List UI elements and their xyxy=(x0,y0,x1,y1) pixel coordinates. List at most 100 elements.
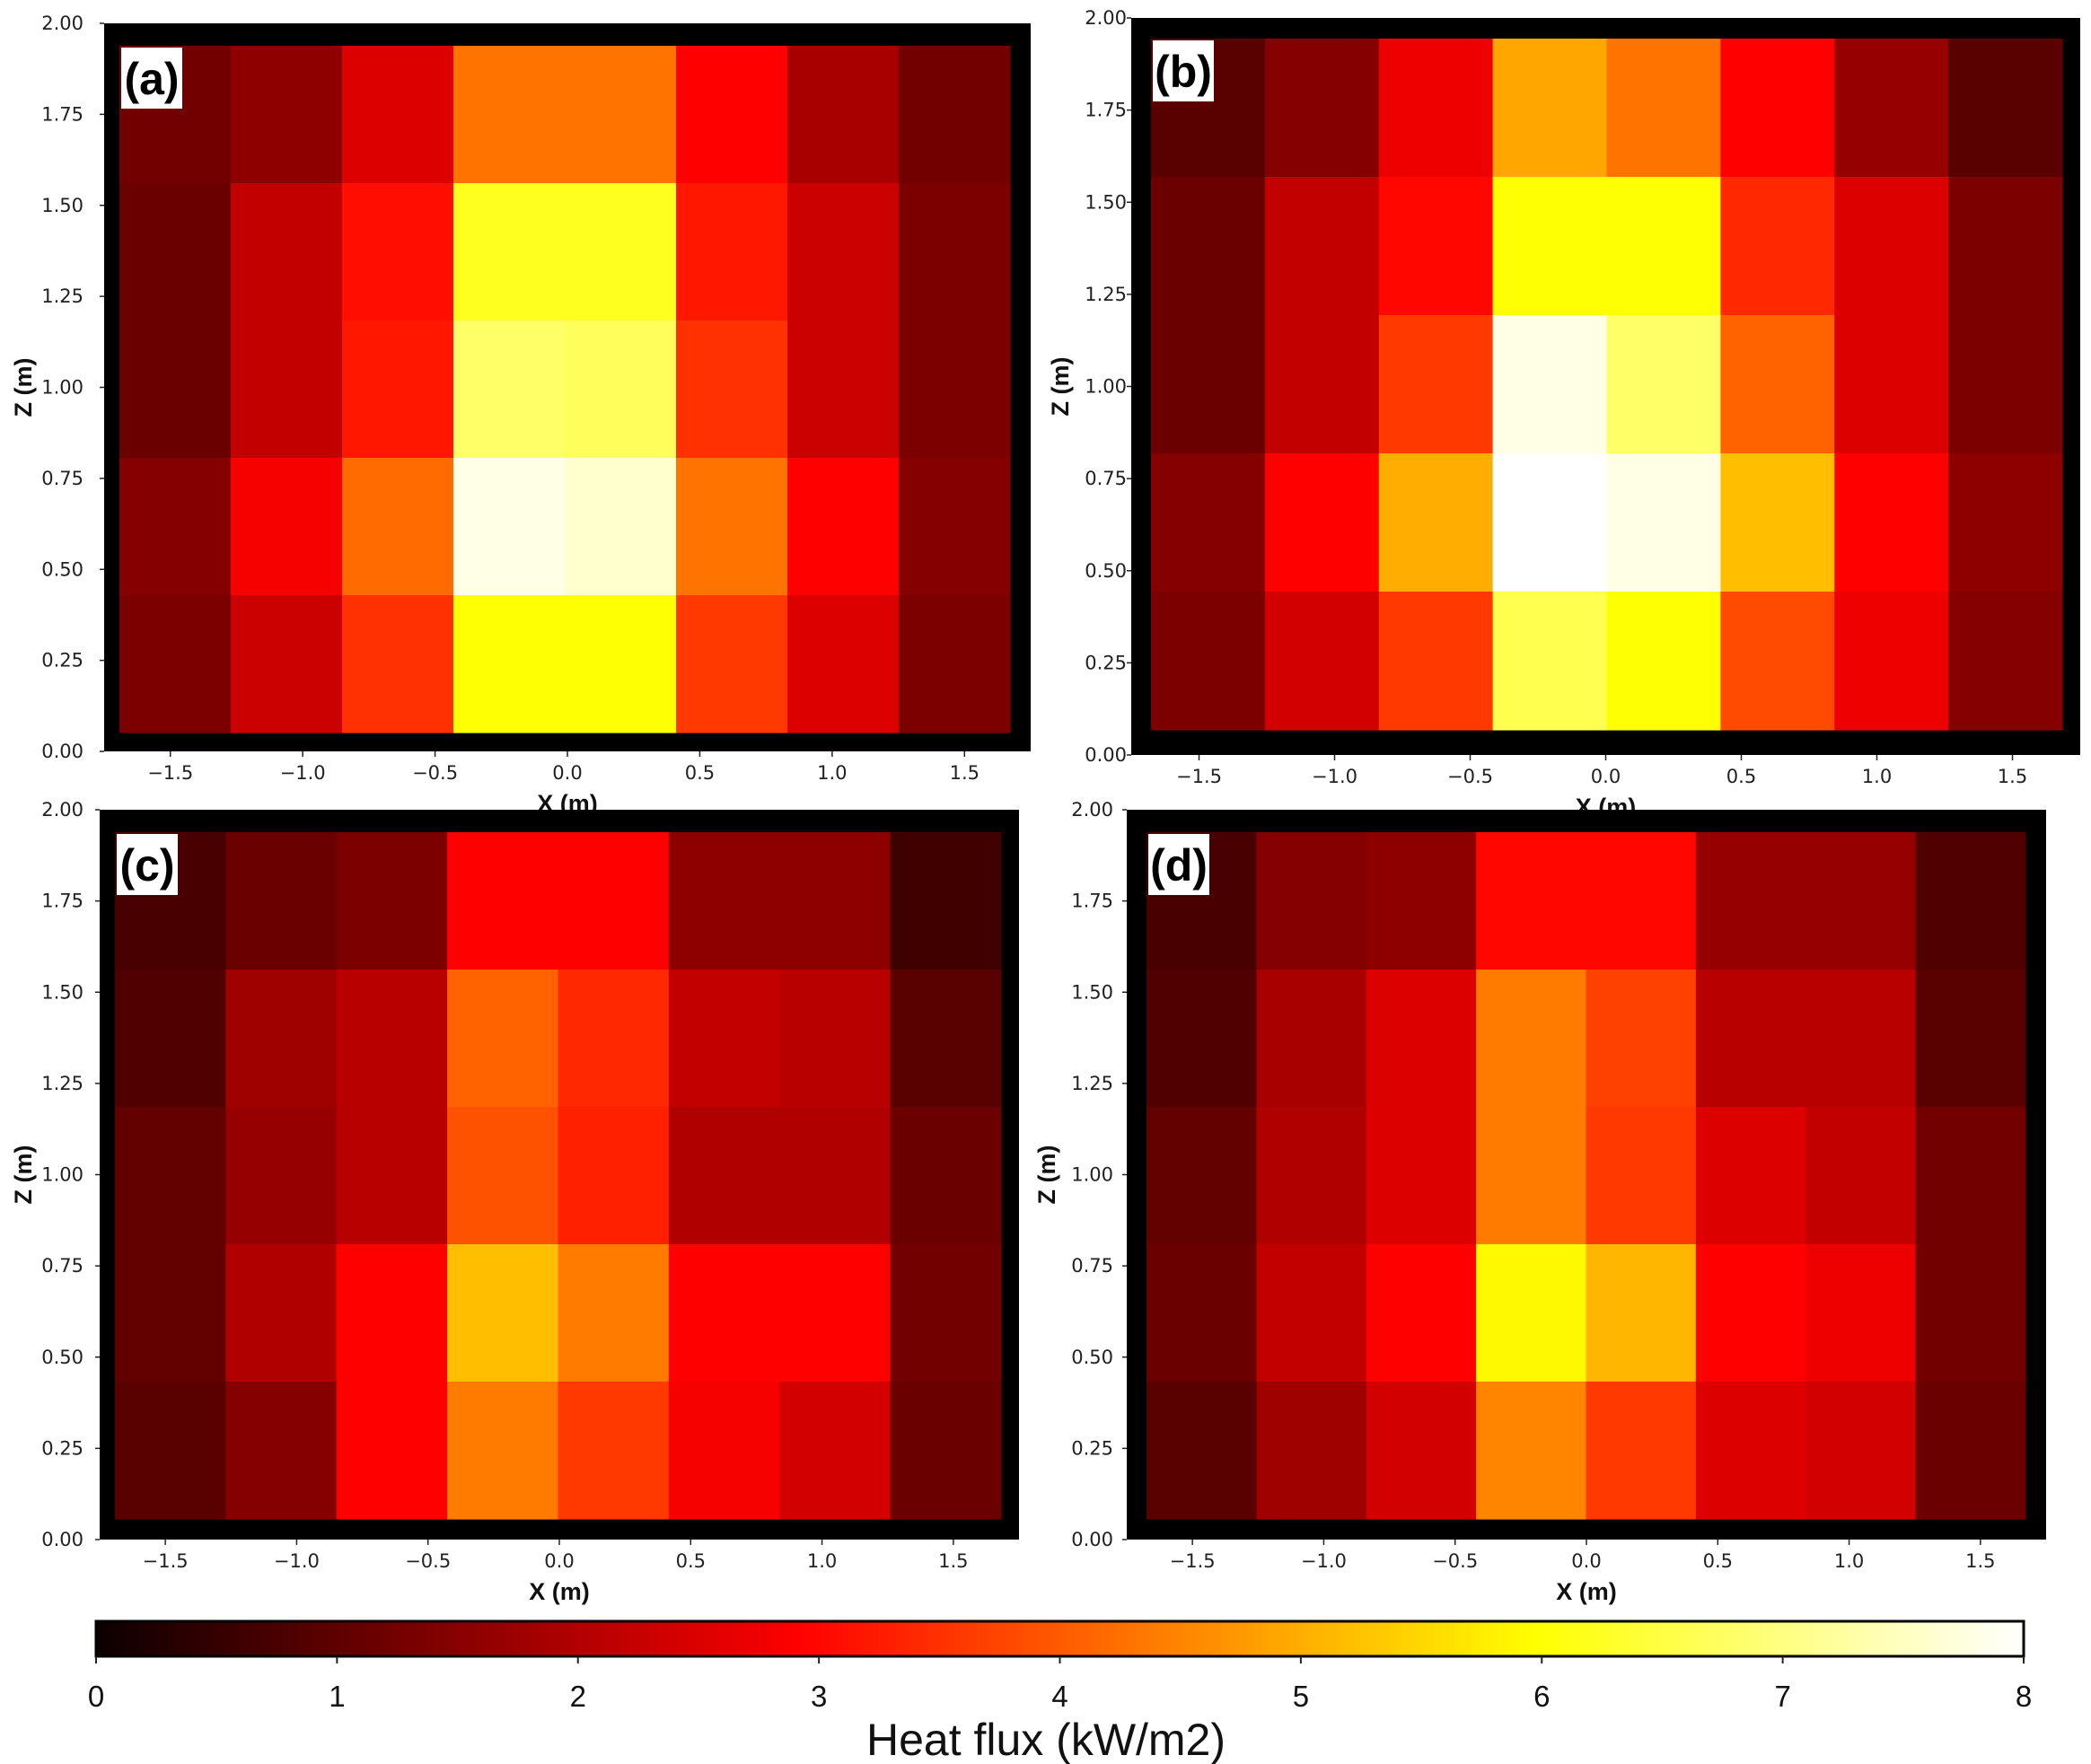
x-tick-label: 0.0 xyxy=(552,762,582,784)
heatmap-cell xyxy=(1492,592,1608,731)
heatmap-cell xyxy=(336,970,448,1108)
heatmap-cell xyxy=(1915,1382,2026,1520)
heatmap-cell xyxy=(1695,832,1806,970)
heatmap-cell xyxy=(115,1382,226,1520)
heatmap-cell xyxy=(336,1107,448,1245)
heatmap-cell xyxy=(1586,1382,1697,1520)
heatmap-cell xyxy=(890,970,1002,1108)
heatmap-cell xyxy=(1695,1244,1806,1382)
heatmap-cell xyxy=(1476,832,1587,970)
heatmap-cell xyxy=(1805,1244,1917,1382)
heatmap-cell xyxy=(787,320,900,459)
heatmap-cell xyxy=(1476,1107,1587,1245)
heatmap-cell xyxy=(1147,970,1257,1108)
heatmap-cell xyxy=(447,970,559,1108)
y-tick-label: 0.50 xyxy=(41,1347,83,1368)
heatmap-cell xyxy=(1948,315,2063,454)
heatmap-cell xyxy=(1948,177,2063,316)
y-tick-label: 0.00 xyxy=(41,1529,83,1550)
heatmap-cell xyxy=(899,458,1011,596)
heatmap-cell xyxy=(231,183,343,321)
y-tick-label: 0.50 xyxy=(1071,1347,1113,1368)
heatmap-cell xyxy=(336,1382,448,1520)
panel-d: (d) −1.5 −1.0 −0.5 0.0 0.5 1.0 1.5 0.00 0.25 0.50 0… xyxy=(1033,799,2046,1605)
x-tick-label: −1.5 xyxy=(143,1550,189,1572)
y-tick-label: 0.25 xyxy=(1071,1437,1113,1459)
heatmap-cell xyxy=(1492,315,1608,454)
y-tick-label: 1.00 xyxy=(41,1164,83,1186)
y-tick-label: 0.00 xyxy=(41,741,83,762)
x-tick-label: 0.5 xyxy=(1726,766,1756,787)
heatmap-cell xyxy=(1264,453,1380,592)
heatmap-cell xyxy=(1834,315,1949,454)
heatmap-cell xyxy=(565,458,677,596)
x-tick-label: 1.0 xyxy=(1862,766,1892,787)
heatmap-cell xyxy=(787,595,900,733)
colorbar-tick-label: 2 xyxy=(570,1680,586,1713)
heatmap-cell xyxy=(1378,592,1494,731)
y-tick-label: 0.50 xyxy=(41,558,83,580)
panel-label-box xyxy=(1148,834,1209,895)
x-tick-label: −1.0 xyxy=(1301,1550,1347,1572)
heatmap-cell xyxy=(1695,1382,1806,1520)
panel-label-box xyxy=(121,48,182,109)
heatmap-cell xyxy=(336,832,448,970)
heatmap-cell xyxy=(1805,832,1917,970)
heatmap-cell xyxy=(1151,592,1266,731)
heatmap-cell xyxy=(890,1107,1002,1245)
heatmap-cell xyxy=(1834,177,1949,316)
heatmap-cell xyxy=(668,1382,780,1520)
y-tick-label: 0.75 xyxy=(1071,1255,1113,1277)
x-tick-label: 0.5 xyxy=(676,1550,706,1572)
heatmap-cell xyxy=(899,595,1011,733)
panel-label-box xyxy=(1153,40,1214,101)
colorbar-tick-label: 5 xyxy=(1293,1680,1309,1713)
heatmap-cell xyxy=(231,458,343,596)
heatmap-cell xyxy=(225,832,338,970)
heatmap-cell xyxy=(1147,1244,1257,1382)
heatmap-cell xyxy=(676,183,788,321)
heatmap-cell xyxy=(342,183,454,321)
y-tick-label: 2.00 xyxy=(41,799,83,821)
x-tick-label: 1.5 xyxy=(1998,766,2027,787)
panel-label: (b) xyxy=(1155,47,1212,97)
heatmap-cell xyxy=(558,1107,670,1245)
heatmap-cell xyxy=(231,595,343,733)
heatmap-cell xyxy=(119,320,232,459)
heatmap-cell xyxy=(787,46,900,184)
heatmap-cell xyxy=(1720,177,1835,316)
heatmap-cell xyxy=(453,46,566,184)
x-tick-label: 1.0 xyxy=(807,1550,837,1572)
colorbar-title: Heat flux (kW/m2) xyxy=(866,1715,1226,1764)
y-axis-label: Z (m) xyxy=(10,358,37,417)
x-tick-label: 0.5 xyxy=(1703,1550,1733,1572)
heatmap-cell xyxy=(447,1107,559,1245)
heatmap-cell xyxy=(115,1107,226,1245)
heatmap-cell xyxy=(1834,453,1949,592)
heatmap-cell xyxy=(1606,39,1721,178)
y-tick-label: 0.75 xyxy=(41,1255,83,1277)
heatmap-cell xyxy=(119,458,232,596)
y-tick-label: 1.00 xyxy=(1071,1164,1113,1186)
heatmap-cell xyxy=(1915,1244,2026,1382)
colorbar-tick-label: 4 xyxy=(1051,1680,1067,1713)
y-tick-label: 1.50 xyxy=(1071,981,1113,1003)
x-tick-label: −0.5 xyxy=(1447,766,1493,787)
heatmap-cell xyxy=(1366,970,1477,1108)
panel-label: (c) xyxy=(119,840,174,891)
x-tick-label: −1.0 xyxy=(1312,766,1357,787)
heatmap-cell xyxy=(1366,1244,1477,1382)
heatmap-cell xyxy=(115,1244,226,1382)
heatmap-cell xyxy=(119,595,232,733)
panel-b: (b) −1.5 −1.0 −0.5 0.0 0.5 1.0 1.5 0.00 0.25 0.50 0… xyxy=(1047,7,2080,821)
colorbar-tick-label: 0 xyxy=(88,1680,104,1713)
heatmap-cell xyxy=(115,970,226,1108)
heatmap-cell xyxy=(1834,592,1949,731)
heatmap-cell xyxy=(231,46,343,184)
x-tick-label: 1.5 xyxy=(938,1550,968,1572)
heatmap-cell xyxy=(779,1244,892,1382)
heatmap-cell xyxy=(1915,1107,2026,1245)
heatmap-cell xyxy=(899,320,1011,459)
heatmap-cell xyxy=(119,183,232,321)
heatmap-cell xyxy=(565,46,677,184)
